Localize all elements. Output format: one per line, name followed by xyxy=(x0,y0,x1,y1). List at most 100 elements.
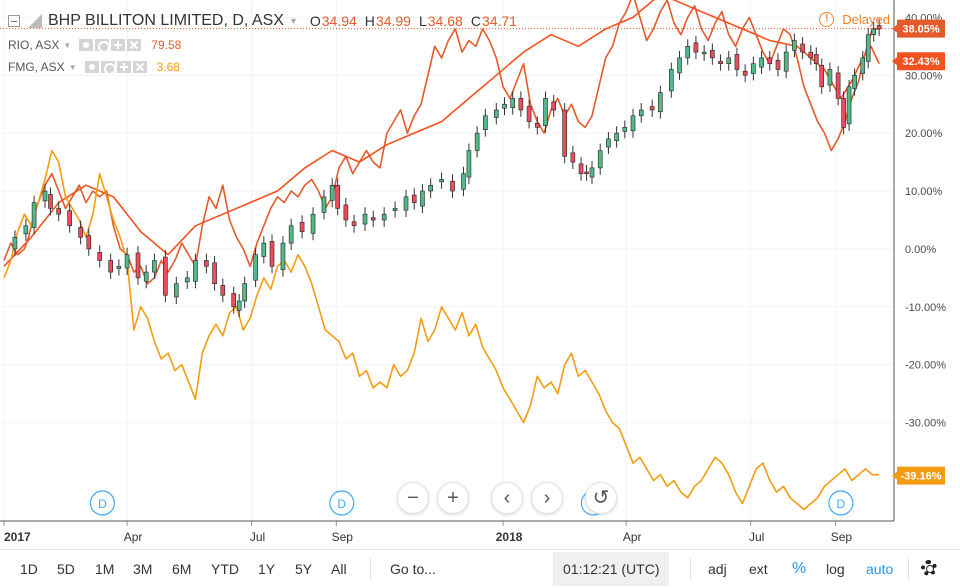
eye-icon[interactable] xyxy=(79,39,94,51)
price-scale-badge-arrow xyxy=(892,57,897,66)
x-tick-label: 2018 xyxy=(496,530,523,544)
candle-body xyxy=(42,190,48,202)
candle-body xyxy=(543,98,548,126)
scroll-forward-button[interactable]: › xyxy=(531,482,563,514)
x-tick-label: Jul xyxy=(749,530,764,544)
candle-body xyxy=(483,115,488,130)
chevron-down-icon[interactable]: ▼ xyxy=(68,62,77,72)
candle-body xyxy=(335,184,340,209)
candle-body xyxy=(450,180,455,192)
range-6m[interactable]: 6M xyxy=(172,561,192,577)
y-tick-label: 30.00% xyxy=(905,70,943,82)
candle-body xyxy=(461,173,466,190)
percent-toggle[interactable]: % xyxy=(792,560,807,577)
delayed-label: Delayed xyxy=(842,12,890,27)
candle-body xyxy=(819,65,825,88)
bottom-toolbar: 1D 5D 1M 3M 6M YTD 1Y 5Y All Go to... 01… xyxy=(0,549,960,588)
candle-body xyxy=(411,194,417,203)
y-tick-label: -10.00% xyxy=(905,302,946,314)
plus-icon[interactable] xyxy=(111,39,126,51)
scroll-back-button[interactable]: ‹ xyxy=(491,482,523,514)
eye-icon[interactable] xyxy=(84,61,99,73)
candle-body xyxy=(56,208,61,215)
reset-chart-button[interactable]: ↺ xyxy=(585,482,617,514)
close-icon[interactable] xyxy=(132,61,147,73)
candle-body xyxy=(403,196,409,211)
candle-body xyxy=(852,74,857,89)
candle-body xyxy=(535,123,540,128)
candle-body xyxy=(124,254,130,269)
compare-symbol[interactable]: FMG, ASX xyxy=(8,60,65,74)
range-5y[interactable]: 5Y xyxy=(295,561,313,577)
x-tick-label: Jul xyxy=(250,530,265,544)
candle-body xyxy=(751,63,756,74)
candle-body xyxy=(841,98,846,128)
ohlc-high: H34.99 xyxy=(364,13,411,29)
candle-body xyxy=(658,92,663,113)
clock-timezone[interactable]: 01:12:21 (UTC) xyxy=(553,552,670,586)
dividend-marker xyxy=(329,490,355,516)
candle-body xyxy=(597,150,603,169)
range-1y[interactable]: 1Y xyxy=(258,561,276,577)
range-5d[interactable]: 5D xyxy=(57,561,75,577)
delayed-indicator[interactable]: ! Delayed xyxy=(819,12,890,27)
compare-value: 3.68 xyxy=(156,60,180,74)
close-icon[interactable] xyxy=(127,39,142,51)
ohlc-open: O34.94 xyxy=(309,13,357,29)
toolbar-divider xyxy=(370,558,371,580)
dividend-marker-label: D xyxy=(337,497,346,511)
chart-background xyxy=(0,0,960,549)
adj-toggle[interactable]: adj xyxy=(708,561,727,577)
candle-body xyxy=(351,221,357,227)
candle-body xyxy=(97,252,103,261)
plus-icon[interactable] xyxy=(116,61,131,73)
symbol-title[interactable]: BHP BILLITON LIMITED, D, ASX xyxy=(48,12,284,29)
range-ytd[interactable]: YTD xyxy=(211,561,239,577)
candle-body xyxy=(288,225,294,244)
candle-body xyxy=(792,40,797,51)
compare-legend-fmg[interactable]: FMG, ASX ▼ 3.68 xyxy=(8,59,180,75)
candle-body xyxy=(116,265,122,269)
candle-body xyxy=(614,132,619,141)
candle-body xyxy=(649,106,655,111)
price-scale-badge xyxy=(897,466,945,485)
candle-body xyxy=(710,50,715,59)
auto-toggle[interactable]: auto xyxy=(866,561,894,577)
candle-body xyxy=(775,59,781,70)
candle-body xyxy=(343,204,349,221)
zoom-in-button[interactable]: + xyxy=(437,482,469,514)
candle-body xyxy=(12,237,18,250)
range-1m[interactable]: 1M xyxy=(95,561,115,577)
candle-body xyxy=(685,46,691,59)
gear-icon[interactable] xyxy=(921,560,937,576)
x-tick-label: Apr xyxy=(623,530,642,544)
price-scale-badge xyxy=(897,52,945,71)
candle-body xyxy=(204,260,209,267)
candle-body xyxy=(813,54,819,64)
range-3m[interactable]: 3M xyxy=(133,561,153,577)
chevron-down-icon[interactable]: ▼ xyxy=(63,40,72,50)
candle-body xyxy=(310,213,316,234)
candle-body xyxy=(23,225,29,235)
compare-symbol[interactable]: RIO, ASX xyxy=(8,38,60,52)
chart-canvas[interactable]: 40.00%30.00%20.00%10.00%0.00%-10.00%-20.… xyxy=(0,0,960,549)
y-tick-label: 20.00% xyxy=(905,128,943,140)
ext-toggle[interactable]: ext xyxy=(749,561,768,577)
chevron-down-icon[interactable]: ▼ xyxy=(288,16,298,26)
goto-date-button[interactable]: Go to... xyxy=(390,561,436,577)
gear-icon[interactable] xyxy=(95,39,111,53)
range-1d[interactable]: 1D xyxy=(20,561,38,577)
candle-body xyxy=(693,42,699,53)
candle-body xyxy=(800,43,805,53)
compare-legend-rio[interactable]: RIO, ASX ▼ 79.58 xyxy=(8,37,181,53)
collapse-icon[interactable] xyxy=(8,15,20,27)
range-all[interactable]: All xyxy=(331,561,347,577)
zoom-out-button[interactable]: − xyxy=(397,482,429,514)
y-tick-label: -20.00% xyxy=(905,360,946,372)
candle-body xyxy=(742,70,748,76)
log-toggle[interactable]: log xyxy=(826,561,845,577)
x-tick-label: Sep xyxy=(332,530,354,544)
candle-body xyxy=(370,217,376,221)
gear-icon[interactable] xyxy=(100,61,116,75)
candle-body xyxy=(630,115,636,132)
